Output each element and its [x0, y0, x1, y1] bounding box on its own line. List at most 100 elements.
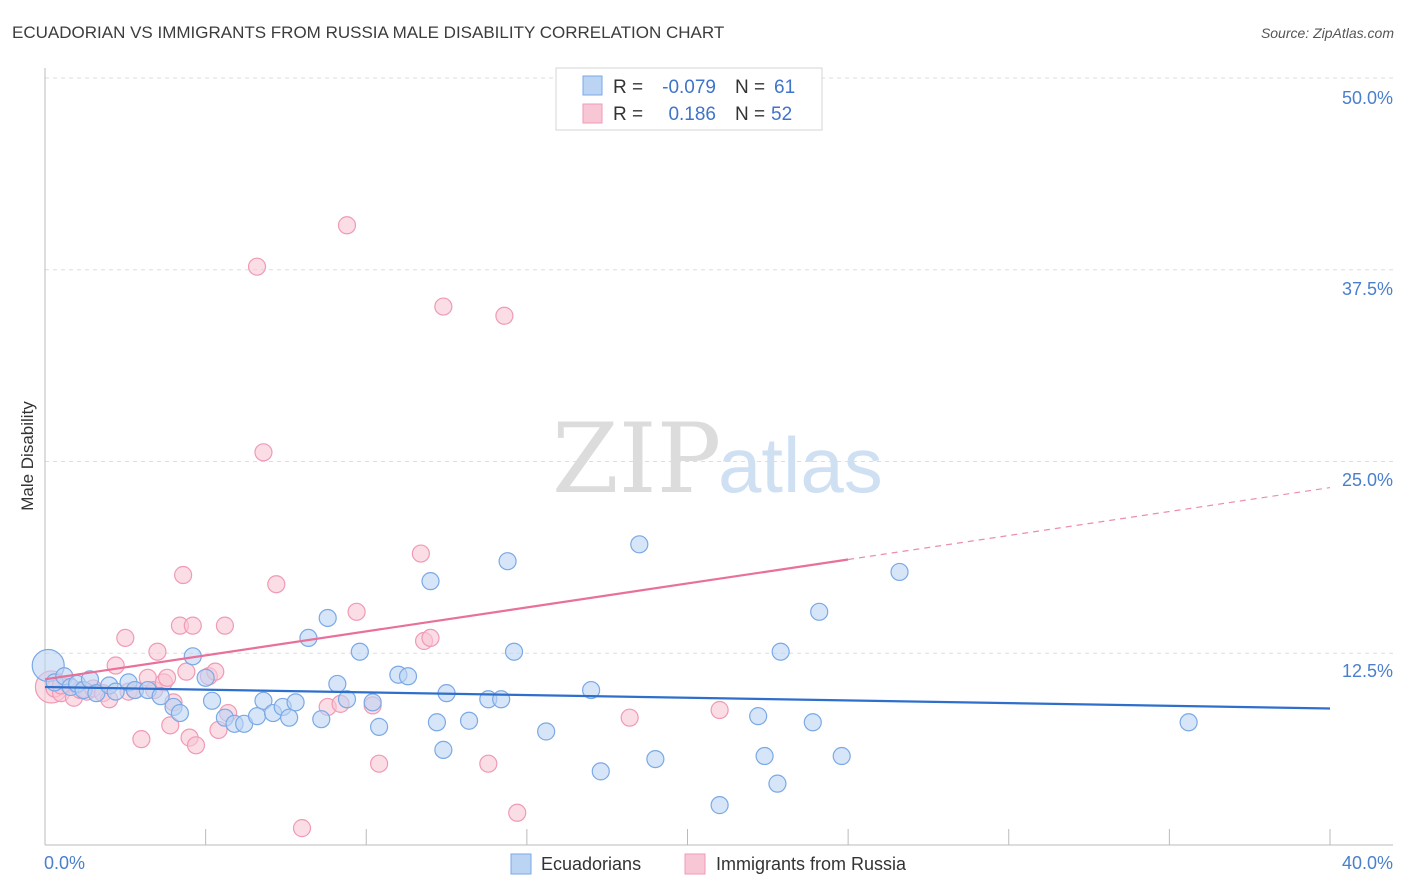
ecuadorians-point-56	[810, 602, 829, 621]
series-legend: Ecuadorians Immigrants from Russia	[510, 853, 907, 875]
russia-point-9	[106, 656, 125, 675]
ecuadorians-point-32	[350, 642, 369, 661]
y-tick-label-50: 50.0%	[1342, 88, 1393, 108]
legend-n-label-2: N =	[735, 104, 765, 125]
russia-point-18	[157, 668, 177, 687]
russia-point-19	[161, 716, 180, 735]
x-ticks	[44, 829, 1331, 845]
russia-point-50	[710, 700, 729, 720]
series-legend-label-russia: Immigrants from Russia	[716, 854, 907, 874]
ecuadorians-point-47	[582, 680, 601, 700]
russia-point-42	[411, 544, 430, 563]
russia-point-26	[186, 736, 206, 755]
ecuadorians-point-50	[646, 749, 665, 769]
chart-source: Source: ZipAtlas.com	[1261, 25, 1394, 41]
y-axis-label: Male Disability	[18, 401, 37, 511]
legend-n-label-1: N =	[735, 77, 765, 98]
ecuadorians-point-46	[537, 722, 556, 741]
ecuadorians-point-54	[768, 774, 787, 793]
ecuadorians-point-31	[337, 690, 357, 709]
ecuadorians-point-16	[196, 668, 215, 687]
trend-lines	[44, 486, 1331, 710]
russia-point-32	[247, 257, 267, 276]
ecuadorians-point-60	[1179, 713, 1198, 732]
ecuadorians-point-30	[328, 674, 347, 694]
chart-title: ECUADORIAN VS IMMIGRANTS FROM RUSSIA MAL…	[12, 23, 724, 42]
russia-point-34	[267, 575, 286, 594]
russia-point-22	[174, 565, 193, 585]
legend-r-value-2: 0.186	[668, 104, 716, 125]
russia-trend-line	[44, 558, 849, 681]
legend-swatch-ecuadorians	[582, 75, 603, 96]
ecuadorians-trend-line	[44, 685, 1331, 710]
ecuadorians-point-28	[312, 710, 331, 729]
ecuadorians-point-44	[498, 552, 517, 571]
russia-point-39	[347, 602, 366, 621]
ecuadorians-point-37	[421, 572, 440, 591]
legend-r-value-1: -0.079	[662, 77, 716, 98]
ecuadorians-point-14	[170, 703, 190, 723]
russia-point-10	[116, 628, 135, 648]
watermark-atlas: atlas	[718, 421, 883, 509]
ecuadorians-point-52	[749, 707, 768, 726]
legend-r-label-1: R =	[613, 77, 643, 98]
russia-point-31	[215, 616, 234, 635]
russia-point-23	[177, 662, 196, 681]
ecuadorians-point-21	[247, 707, 267, 726]
ecuadorians-point-53	[755, 746, 774, 766]
russia-point-45	[434, 297, 453, 316]
ecuadorians-point-34	[370, 717, 389, 736]
russia-point-33	[254, 443, 273, 462]
correlation-legend: R = -0.079 N = 61 R = 0.186 N = 52	[555, 67, 823, 131]
ecuadorians-point-43	[492, 690, 511, 709]
ecuadorians-point-27	[299, 628, 318, 648]
ecuadorians-point-41	[459, 711, 479, 730]
ecuadorians-point-17	[202, 691, 222, 710]
russia-point-13	[132, 730, 151, 749]
ecuadorians-point-12	[151, 687, 170, 706]
watermark-zip: ZIP	[552, 403, 721, 515]
russia-trend-line-extension	[848, 486, 1331, 561]
ecuadorians-point-39	[434, 740, 453, 759]
russia-point-38	[337, 216, 357, 235]
ecuadorians-point-57	[803, 713, 822, 732]
ecuadorians-point-51	[710, 796, 729, 815]
ecuadorians-point-38	[427, 713, 447, 732]
russia-point-41	[370, 754, 389, 773]
ecuadorians-point-49	[630, 535, 649, 554]
ecuadorians-point-59	[890, 562, 909, 582]
watermark: ZIP atlas	[552, 403, 883, 515]
y-tick-labels: 50.0% 37.5% 25.0% 12.5%	[1342, 88, 1393, 681]
ecuadorians-point-48	[591, 762, 610, 781]
series-immigrants-from-russia-points	[34, 216, 729, 838]
ecuadorians-point-25	[280, 708, 299, 727]
y-tick-label-25: 25.0%	[1342, 470, 1393, 490]
y-tick-label-37-5: 37.5%	[1342, 279, 1393, 299]
y-tick-label-12-5: 12.5%	[1342, 661, 1393, 681]
russia-point-35	[292, 819, 312, 838]
grid-lines	[45, 77, 1393, 654]
axes	[44, 68, 1393, 846]
x-tick-label-0: 0.0%	[44, 853, 85, 873]
russia-point-46	[479, 754, 498, 773]
ecuadorians-point-33	[363, 693, 382, 712]
ecuadorians-point-36	[398, 667, 418, 686]
russia-point-25	[183, 616, 202, 635]
ecuadorians-point-45	[504, 642, 524, 661]
russia-point-47	[495, 306, 514, 325]
legend-n-value-1: 61	[774, 77, 795, 98]
series-ecuadorians-points	[31, 535, 1198, 815]
series-legend-label-ecuadorians: Ecuadorians	[541, 854, 641, 874]
ecuadorians-point-58	[832, 746, 851, 766]
russia-point-16	[148, 642, 167, 661]
ecuadorians-point-26	[286, 693, 305, 712]
legend-n-value-2: 52	[771, 104, 792, 125]
ecuadorians-point-55	[771, 642, 790, 661]
russia-point-44	[421, 628, 440, 648]
ecuadorians-point-22	[254, 691, 273, 710]
series-legend-swatch-russia	[684, 853, 706, 875]
russia-point-48	[508, 803, 527, 822]
legend-swatch-russia	[582, 103, 603, 124]
series-legend-swatch-ecuadorians	[510, 853, 532, 875]
